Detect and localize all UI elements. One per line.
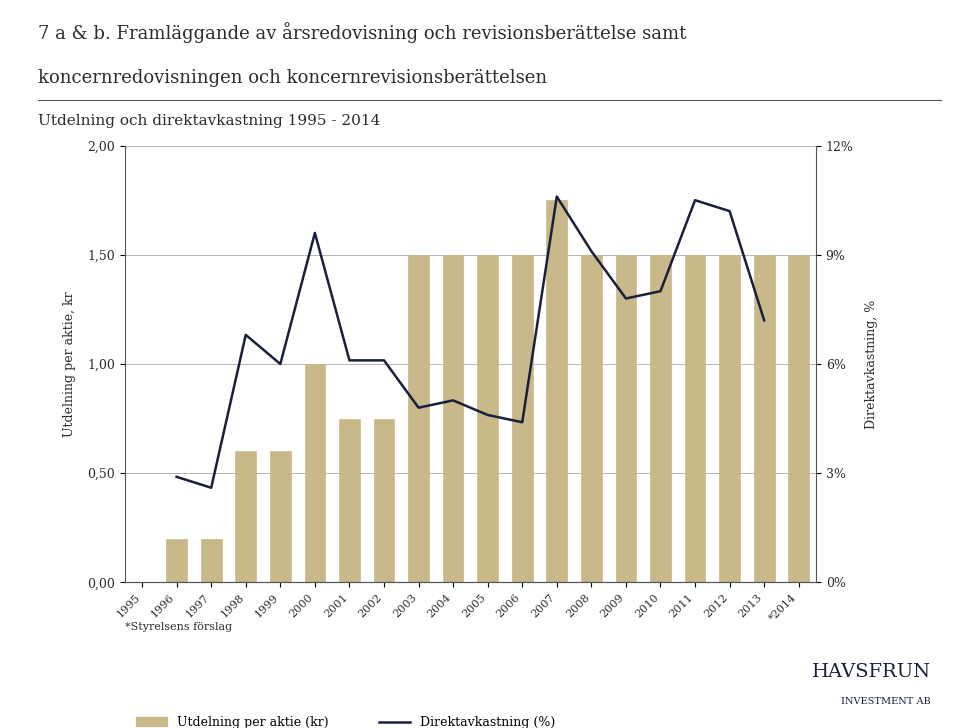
Bar xyxy=(201,539,222,582)
Bar xyxy=(788,255,809,582)
Bar xyxy=(443,255,464,582)
Bar xyxy=(581,255,602,582)
Bar xyxy=(477,255,498,582)
Text: 7 a & b. Framläggande av årsredovisning och revisionsberättelse samt: 7 a & b. Framläggande av årsredovisning … xyxy=(38,22,686,43)
Bar xyxy=(546,200,567,582)
Bar xyxy=(512,255,533,582)
Bar xyxy=(270,451,291,582)
Legend: Utdelning per aktie (kr), Direktavkastning (%): Utdelning per aktie (kr), Direktavkastni… xyxy=(132,711,561,728)
Bar xyxy=(339,419,360,582)
Bar xyxy=(754,255,775,582)
Bar xyxy=(650,255,671,582)
Text: koncernredovisningen och koncernrevisionsberättelsen: koncernredovisningen och koncernrevision… xyxy=(38,69,547,87)
Bar xyxy=(615,255,636,582)
Text: Utdelning och direktavkastning 1995 - 2014: Utdelning och direktavkastning 1995 - 20… xyxy=(38,114,381,128)
Bar xyxy=(373,419,395,582)
Text: HAVSFRUN: HAVSFRUN xyxy=(812,662,931,681)
Bar xyxy=(719,255,740,582)
Y-axis label: Direktavkastning, %: Direktavkastning, % xyxy=(865,299,877,429)
Bar xyxy=(235,451,256,582)
Bar xyxy=(166,539,187,582)
Text: INVESTMENT AB: INVESTMENT AB xyxy=(842,697,931,706)
Y-axis label: Utdelning per aktie, kr: Utdelning per aktie, kr xyxy=(63,291,76,437)
Bar xyxy=(304,364,325,582)
Text: *Styrelsens förslag: *Styrelsens förslag xyxy=(125,622,232,633)
Bar xyxy=(408,255,429,582)
Bar xyxy=(684,255,706,582)
